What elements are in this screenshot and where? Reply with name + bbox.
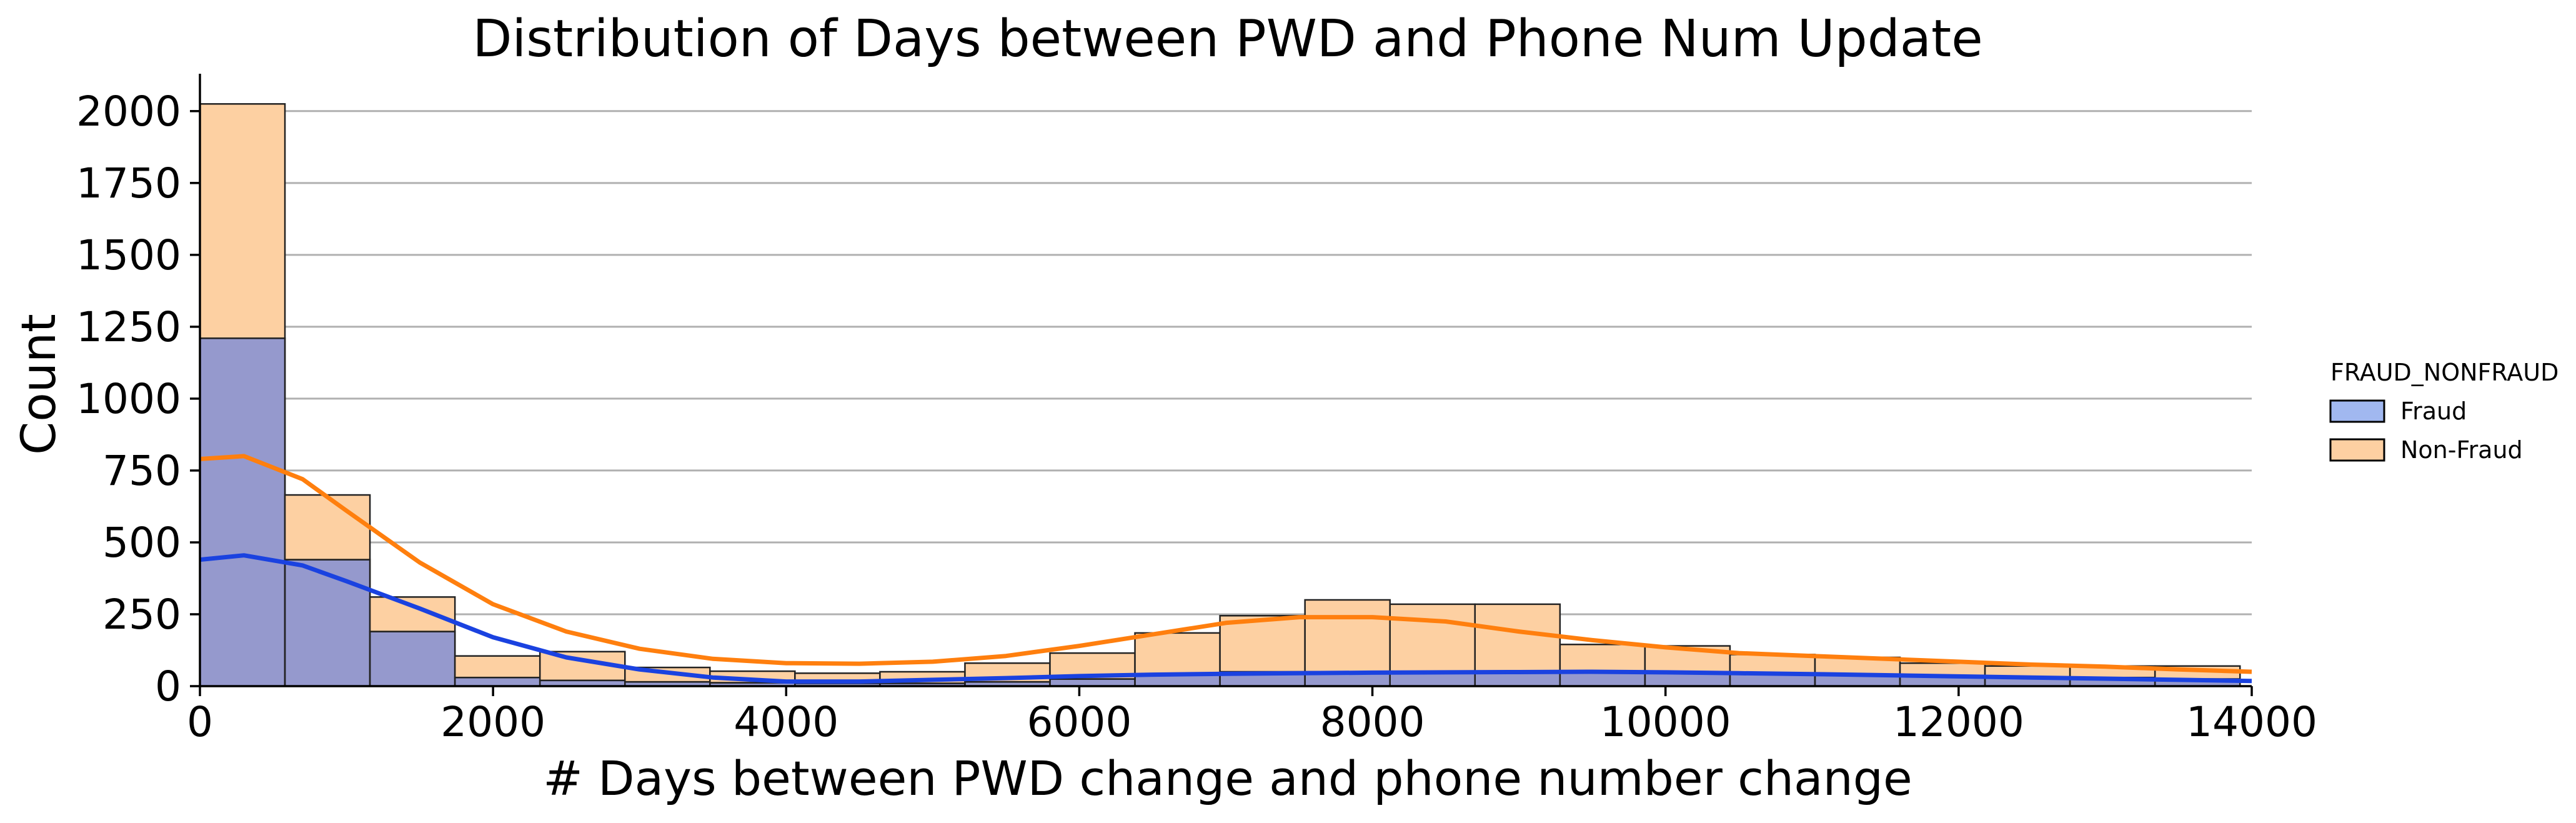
y-tick-label: 250 xyxy=(102,591,181,639)
fraud-kde-line xyxy=(199,553,2252,684)
non-fraud-bar xyxy=(1389,603,1476,673)
x-tick-label: 4000 xyxy=(734,698,838,746)
non-fraud-bar xyxy=(369,596,456,632)
y-tick-label: 1500 xyxy=(76,231,181,279)
legend: FRAUD_NONFRAUD Fraud Non-Fraud xyxy=(2329,359,2559,464)
x-tick-label: 2000 xyxy=(440,698,545,746)
fraud-bar-overlay xyxy=(454,676,541,687)
fraud-bar-overlay xyxy=(369,631,456,687)
non-fraud-bar xyxy=(1219,615,1306,673)
x-axis-label: # Days between PWD change and phone numb… xyxy=(543,751,1912,806)
legend-swatch-non-fraud xyxy=(2329,438,2385,462)
x-tick-label: 8000 xyxy=(1320,698,1425,746)
y-tick-label: 500 xyxy=(102,519,181,567)
fraud-bar-overlay xyxy=(284,559,371,687)
y-axis-ticks: 0 250 500 750 1000 1250 1500 1750 2000 xyxy=(76,87,200,711)
chart-title: Distribution of Days between PWD and Pho… xyxy=(472,9,1982,69)
x-tick-label: 6000 xyxy=(1027,698,1131,746)
non-fraud-bar xyxy=(454,655,541,679)
legend-label-fraud: Fraud xyxy=(2400,397,2467,425)
y-tick-label: 1250 xyxy=(76,303,181,351)
x-axis-ticks: 0 2000 4000 6000 8000 10000 12000 14000 xyxy=(187,686,2317,746)
legend-swatch-fraud xyxy=(2329,399,2385,423)
legend-label-non-fraud: Non-Fraud xyxy=(2400,436,2523,464)
axes xyxy=(199,74,2252,687)
y-axis-label: Count xyxy=(11,314,66,455)
x-tick-label: 0 xyxy=(187,698,213,746)
non-fraud-bar xyxy=(1304,599,1391,673)
grid-lines xyxy=(200,110,2252,616)
non-fraud-bar xyxy=(1134,632,1221,676)
y-tick-label: 1000 xyxy=(76,375,181,423)
legend-title: FRAUD_NONFRAUD xyxy=(2330,359,2559,386)
y-tick-label: 2000 xyxy=(76,87,181,136)
y-tick-label: 0 xyxy=(155,662,181,711)
non-fraud-bar xyxy=(1474,603,1561,673)
x-tick-label: 14000 xyxy=(2186,698,2317,746)
non-fraud-bar xyxy=(284,494,371,561)
x-tick-label: 12000 xyxy=(1893,698,2024,746)
non-fraud-bar xyxy=(199,103,286,339)
fraud-bar-overlay xyxy=(199,337,286,687)
non-fraud-bars xyxy=(199,103,2241,684)
non-fraud-bar xyxy=(1559,644,1646,673)
y-tick-label: 1750 xyxy=(76,159,181,207)
y-tick-label: 750 xyxy=(102,447,181,495)
non-fraud-kde-line xyxy=(199,454,2252,674)
kde-lines xyxy=(199,454,2252,684)
x-tick-label: 10000 xyxy=(1600,698,1731,746)
